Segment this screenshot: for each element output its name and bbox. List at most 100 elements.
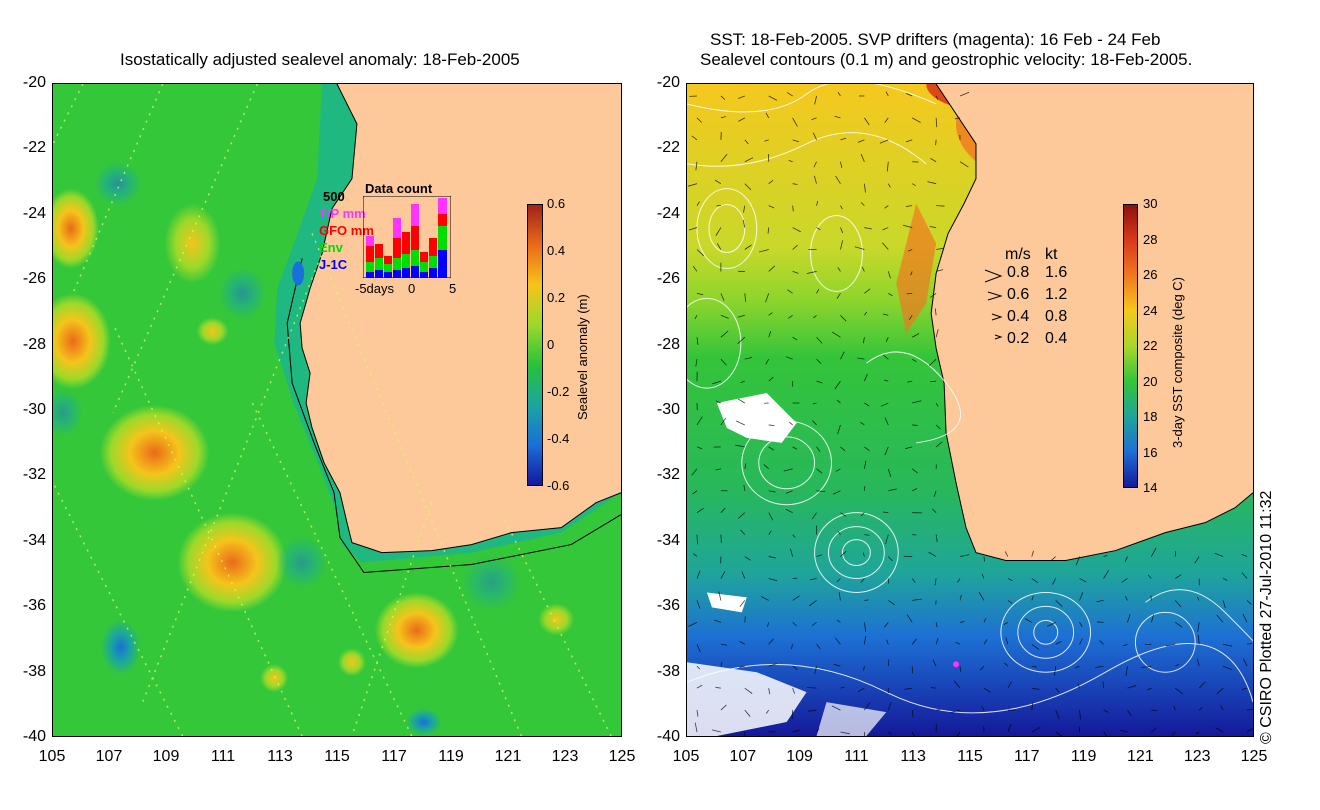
x-tick-label: 125 xyxy=(1240,748,1268,765)
velocity-arrow xyxy=(696,201,700,206)
velocity-arrow xyxy=(835,175,841,184)
speed-row-kt: 1.6 xyxy=(1045,264,1068,281)
velocity-arrow xyxy=(864,117,870,126)
colorbar-tick-label: 28 xyxy=(1143,231,1158,247)
velocity-arrow xyxy=(1055,709,1060,720)
anomaly-high xyxy=(177,512,288,613)
velocity-arrow xyxy=(860,421,865,426)
velocity-arrow xyxy=(693,553,698,557)
velocity-arrow xyxy=(1241,687,1248,690)
velocity-arrow xyxy=(837,267,841,272)
velocity-arrow xyxy=(715,400,722,404)
velocity-arrow xyxy=(934,578,937,586)
velocity-arrow xyxy=(1151,727,1157,733)
velocity-arrow xyxy=(1223,643,1232,647)
velocity-arrow xyxy=(1175,687,1184,695)
velocity-arrow xyxy=(1222,578,1228,581)
velocity-arrow xyxy=(743,205,746,213)
velocity-arrow xyxy=(1102,681,1104,689)
velocity-arrow xyxy=(1241,572,1248,579)
velocity-arrow xyxy=(720,116,726,119)
legend-j1c: J-1C xyxy=(319,257,348,272)
velocity-arrow xyxy=(907,380,913,383)
colorbar-tick-label: 18 xyxy=(1143,409,1158,424)
velocity-arrow xyxy=(1196,596,1200,601)
velocity-arrow xyxy=(785,509,793,514)
velocity-arrow xyxy=(1079,638,1083,645)
velocity-arrow xyxy=(1125,666,1128,677)
velocity-arrow xyxy=(860,202,865,206)
velocity-arrow xyxy=(886,639,889,645)
velocity-arrow xyxy=(1220,705,1224,711)
velocity-arrow xyxy=(816,380,823,384)
velocity-arrow xyxy=(1246,643,1253,645)
velocity-arrow xyxy=(1175,622,1183,628)
colorbar-tick-label: -0.6 xyxy=(547,478,570,493)
velocity-arrow xyxy=(860,153,865,162)
velocity-arrow xyxy=(1075,556,1080,566)
velocity-arrow xyxy=(884,379,889,382)
velocity-arrow xyxy=(840,315,847,322)
velocity-arrow xyxy=(696,117,703,123)
velocity-arrow xyxy=(792,534,796,538)
sst-map[interactable]: m/s kt 0.8 1.6 0.6 1.2 0.4 0.8 0.2 0.4 3… xyxy=(686,83,1254,737)
velocity-arrow xyxy=(929,226,937,228)
sealevel-anomaly-map[interactable]: Data count 500 T/P mm GFO mm Env J-1C -5… xyxy=(52,83,622,737)
velocity-arrow xyxy=(715,687,721,689)
velocity-arrow xyxy=(744,157,754,163)
velocity-arrow xyxy=(1214,552,1224,557)
velocity-arrow xyxy=(879,139,889,144)
velocity-arrow xyxy=(743,484,746,491)
velocity-arrow xyxy=(1175,663,1180,667)
velocity-arrow xyxy=(1031,550,1034,557)
velocity-arrow xyxy=(768,424,775,427)
velocity-arrow xyxy=(812,420,817,426)
velocity-arrow xyxy=(814,95,817,105)
velocity-arrow xyxy=(1004,662,1009,667)
leeuwin-current-warm-tongue xyxy=(896,203,937,334)
colorbar-tick-label: 16 xyxy=(1143,444,1158,460)
velocity-arrow xyxy=(860,578,865,583)
velocity-arrow xyxy=(737,336,746,344)
velocity-arrow xyxy=(884,446,889,456)
velocity-arrow xyxy=(1096,600,1104,603)
velocity-arrow xyxy=(981,706,985,711)
velocity-arrow xyxy=(1198,681,1206,689)
speed-legend: m/s kt 0.8 1.6 0.6 1.2 0.4 0.8 0.2 0.4 xyxy=(983,246,1103,356)
velocity-arrow xyxy=(783,468,793,472)
velocity-arrow xyxy=(840,137,847,141)
velocity-arrow xyxy=(768,556,777,559)
speed-row-ms: 0.6 xyxy=(1007,286,1030,303)
inset-x-label-end: 5 xyxy=(449,281,457,296)
velocity-arrow xyxy=(1125,596,1128,601)
velocity-arrow xyxy=(1242,613,1248,623)
velocity-arrow xyxy=(1055,731,1063,736)
velocity-arrow xyxy=(1195,731,1200,735)
velocity-arrow xyxy=(1007,723,1012,733)
velocity-arrow xyxy=(768,663,777,667)
velocity-arrow xyxy=(715,227,722,236)
velocity-arrow xyxy=(905,139,913,143)
velocity-arrow xyxy=(1024,618,1032,623)
velocity-arrow xyxy=(744,244,752,250)
velocity-arrow xyxy=(882,242,889,250)
anomaly-low xyxy=(53,389,83,437)
velocity-arrow xyxy=(1051,556,1056,561)
velocity-arrow xyxy=(864,227,872,230)
csiro-credit: © CSIRO Plotted 27-Jul-2010 11:32 xyxy=(1258,490,1275,744)
y-tick-label: -36 xyxy=(656,597,680,615)
velocity-arrow xyxy=(788,314,793,319)
y-tick-label: -38 xyxy=(656,662,680,680)
velocity-arrow xyxy=(1003,622,1009,625)
x-tick-label: 107 xyxy=(95,748,123,765)
velocity-arrow xyxy=(790,548,794,557)
velocity-arrow xyxy=(768,179,774,185)
velocity-arrow xyxy=(1147,574,1152,579)
velocity-arrow xyxy=(860,512,865,517)
right-map-title-line1: SST: 18-Feb-2005. SVP drifters (magenta)… xyxy=(710,30,1161,49)
x-tick-label: 123 xyxy=(551,748,579,765)
velocity-arrow xyxy=(1141,665,1152,669)
y-tick-label: -28 xyxy=(22,335,46,353)
velocity-arrow xyxy=(696,416,703,426)
velocity-arrow xyxy=(768,578,778,582)
